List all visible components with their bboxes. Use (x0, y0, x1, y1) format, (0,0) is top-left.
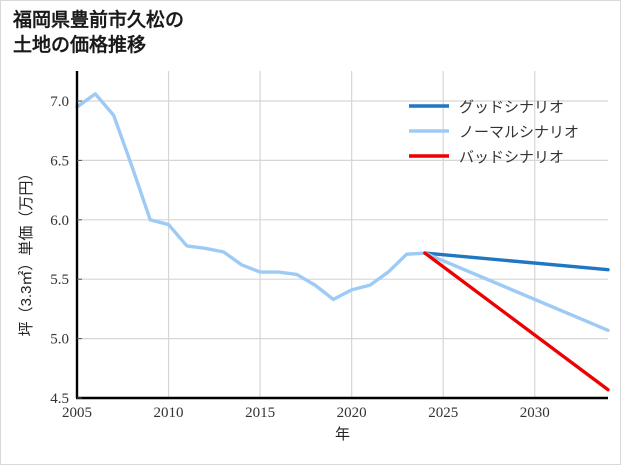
x-tick-label: 2020 (337, 405, 367, 421)
series-lines (75, 92, 610, 392)
y-tick-label: 5.0 (50, 332, 69, 348)
legend-label: バッドシナリオ (459, 149, 564, 166)
y-tick-label: 7.0 (50, 94, 69, 110)
page-title: 福岡県豊前市久松の 土地の価格推移 (13, 10, 185, 56)
x-tick-label: 2010 (154, 405, 184, 421)
x-tick-label: 2030 (520, 405, 550, 421)
x-tick-label: 2025 (428, 405, 458, 421)
y-tick-label: 6.0 (50, 213, 69, 229)
series-line (423, 251, 610, 272)
x-axis-tick-labels: 2005 2010 2015 2020 2025 2030 (62, 405, 550, 421)
y-tick-label: 4.5 (50, 391, 69, 407)
legend-label: グッドシナリオ (459, 99, 564, 116)
axis-lines (75, 71, 608, 400)
gridlines (76, 71, 608, 399)
x-tick-label: 2015 (245, 405, 275, 421)
legend-label: ノーマルシナリオ (459, 124, 579, 141)
x-tick-label: 2005 (62, 405, 92, 421)
y-tick-label: 6.5 (50, 153, 69, 169)
series-line (423, 251, 610, 332)
y-tick-label: 5.5 (50, 272, 69, 288)
y-axis-title: 坪（3.3㎡）単価（万円） (18, 166, 35, 337)
x-axis-title: 年 (335, 426, 350, 443)
series-line (423, 251, 610, 392)
series-line (75, 92, 427, 302)
y-axis-tick-labels: 4.5 5.0 5.5 6.0 6.5 7.0 (50, 94, 82, 407)
